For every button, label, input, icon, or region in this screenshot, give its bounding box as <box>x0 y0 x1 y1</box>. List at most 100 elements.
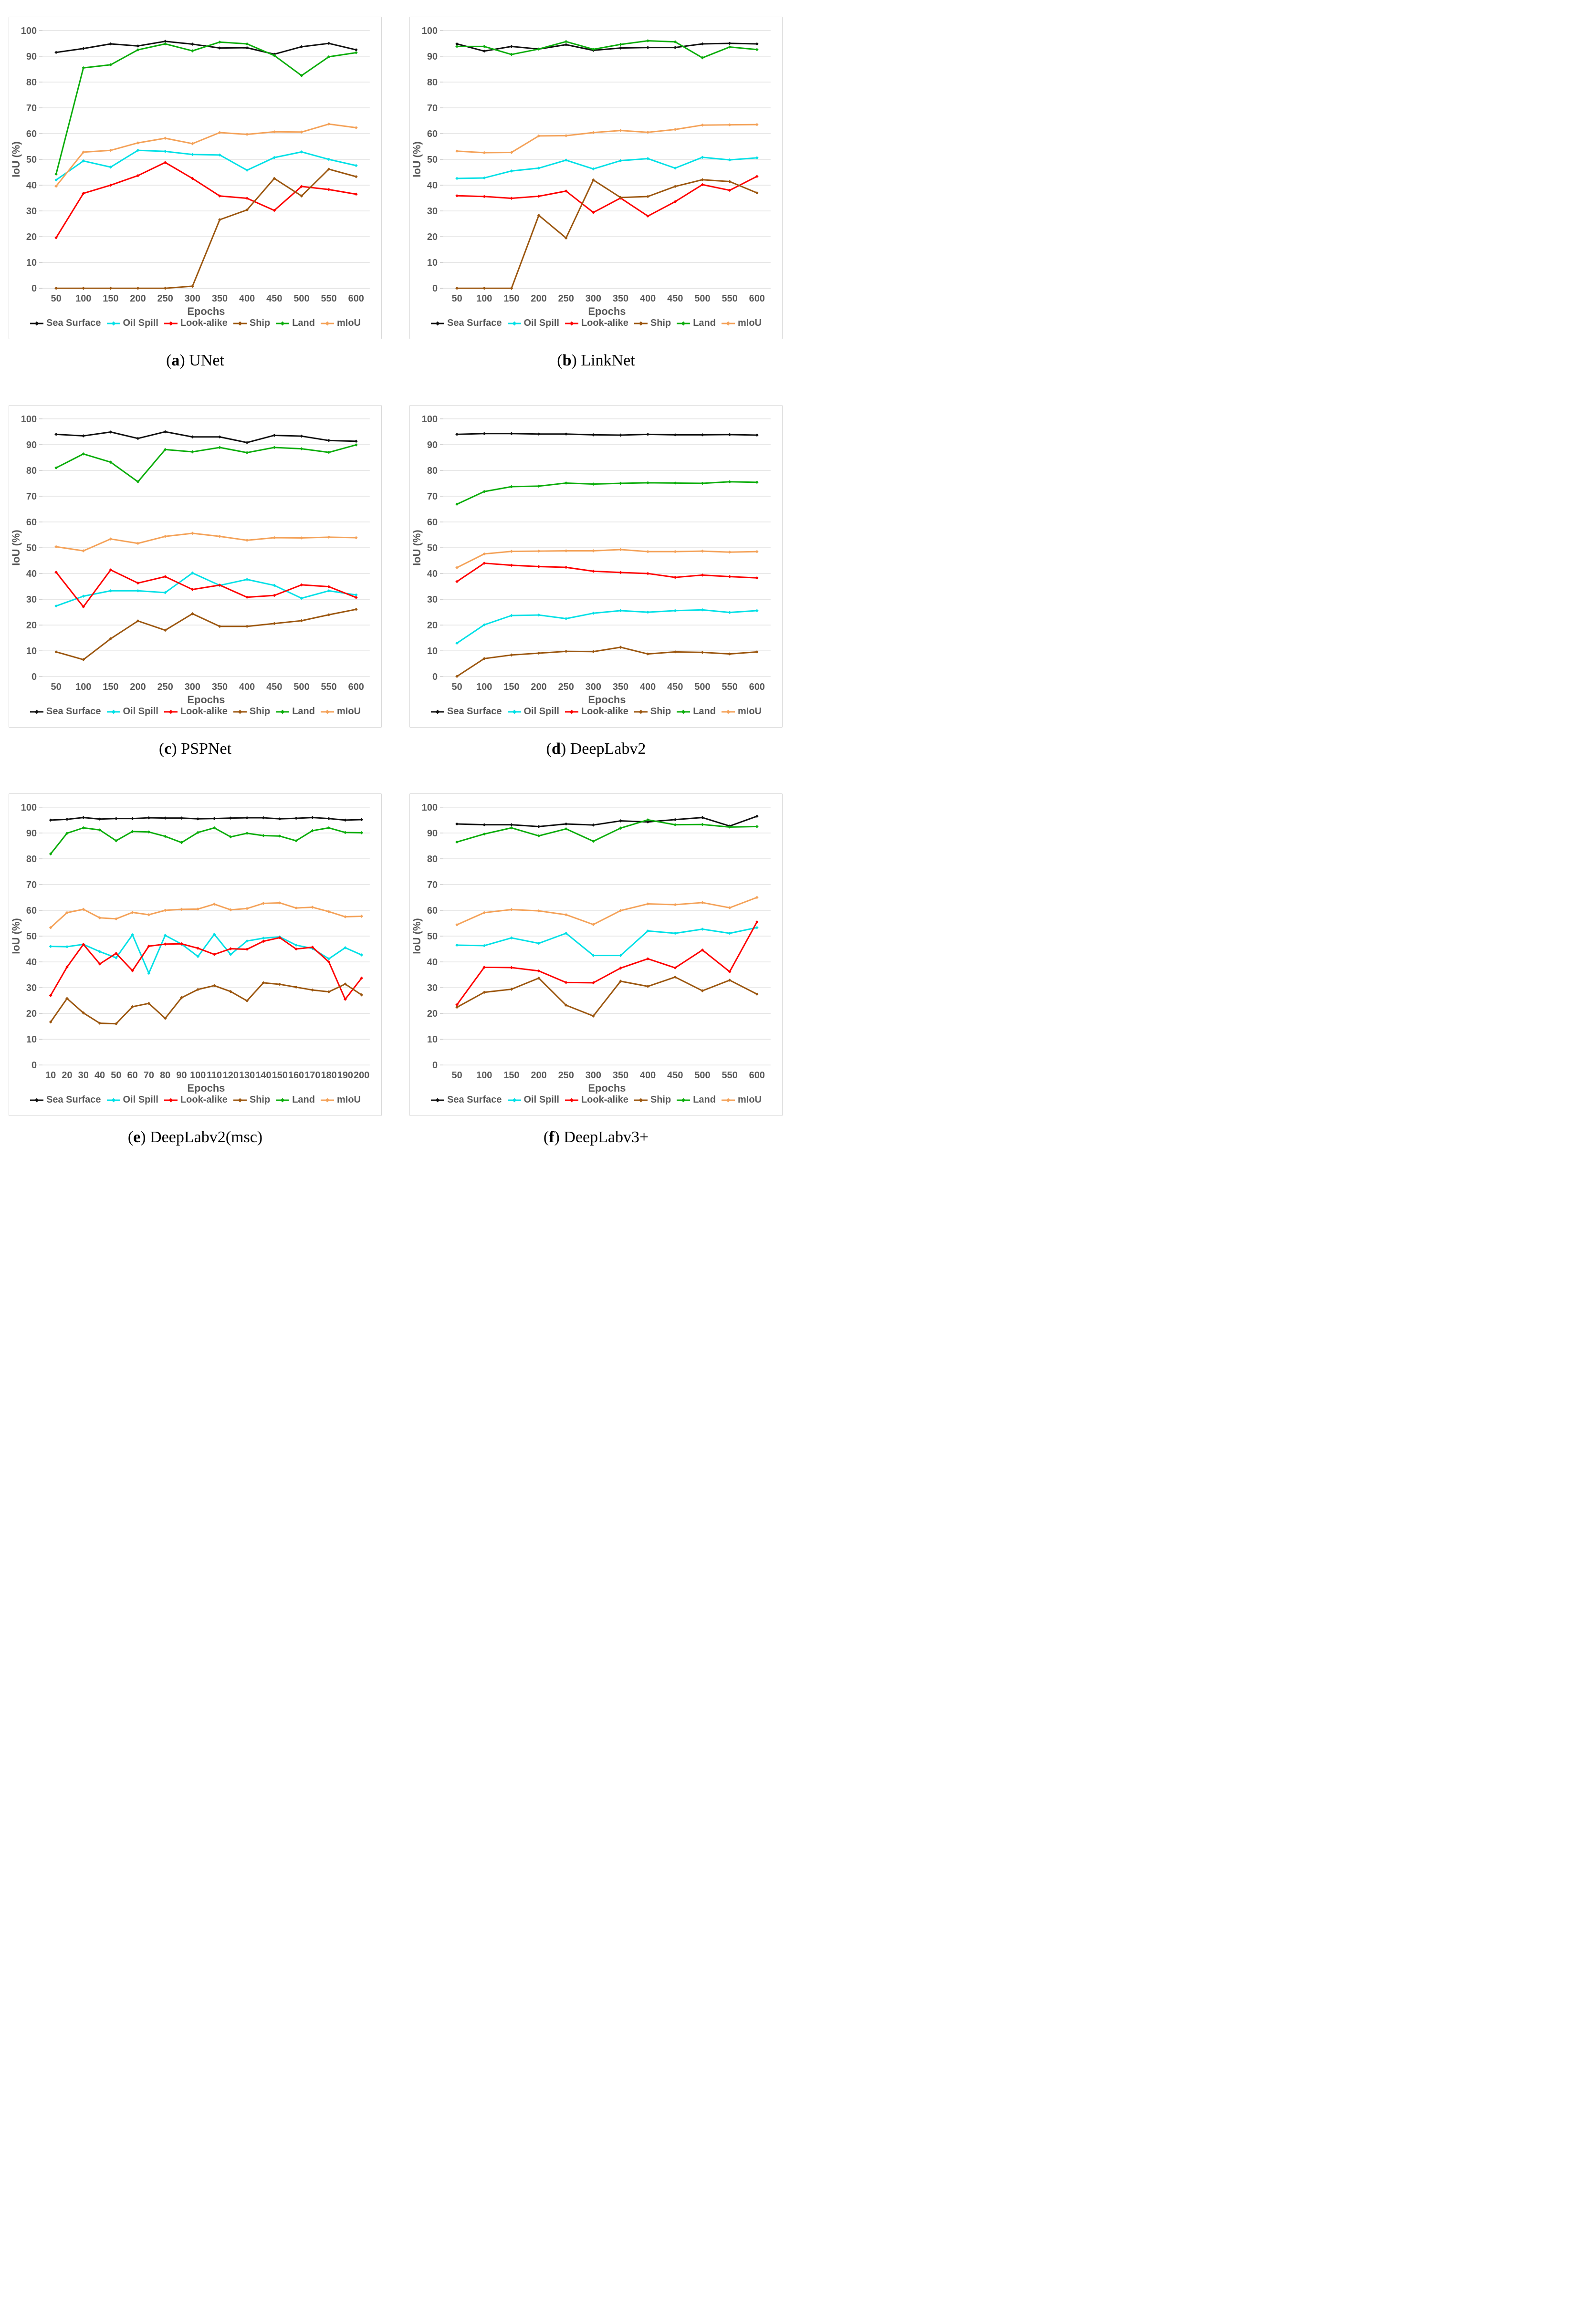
series-line-look-alike <box>50 937 363 1000</box>
data-point <box>229 990 232 993</box>
legend-marker-ship <box>634 709 648 714</box>
data-point <box>65 997 69 1000</box>
y-axis-title: IoU (%) <box>411 918 423 954</box>
data-point <box>354 443 358 447</box>
legend-marker-diamond <box>512 321 516 325</box>
data-point <box>673 200 677 204</box>
figure-f: 0 10 20 30 40 50 60 70 80 90 100 IoU (%) 50 100 150 200… <box>409 793 783 1178</box>
series-markers-look-alike <box>455 920 759 1007</box>
data-point <box>537 167 541 170</box>
data-point <box>212 817 216 821</box>
data-point <box>114 951 118 955</box>
data-point <box>147 944 151 948</box>
legend-marker-diamond <box>512 709 516 714</box>
series-line-sea-surface <box>50 817 363 821</box>
data-point <box>354 192 358 196</box>
series-line-look-alike <box>456 921 758 1006</box>
data-point <box>755 480 759 484</box>
x-tick-label-350: 350 <box>212 293 228 304</box>
data-point <box>163 816 167 820</box>
x-tick-label-150: 150 <box>103 293 118 304</box>
legend-label-sea-surface: Sea Surface <box>46 318 101 328</box>
y-tick-label-20: 20 <box>26 1009 37 1019</box>
legend-marker-oil-spill <box>507 321 521 325</box>
x-tick-label-600: 600 <box>348 682 364 692</box>
series-line-ship <box>50 982 363 1025</box>
legend-marker-land <box>677 1098 691 1102</box>
data-point <box>646 195 650 198</box>
data-point <box>564 432 568 436</box>
data-point <box>327 613 331 616</box>
data-point <box>278 817 282 821</box>
data-point <box>49 945 52 948</box>
legend-item-ship: Ship <box>233 706 270 717</box>
data-point <box>646 572 650 575</box>
data-point <box>455 194 459 198</box>
y-axis-title: IoU (%) <box>10 530 22 566</box>
legend-label-ship: Ship <box>249 1094 271 1105</box>
data-point <box>482 990 486 994</box>
data-point <box>278 834 282 838</box>
data-point <box>619 433 622 437</box>
data-point <box>619 481 622 485</box>
data-point <box>54 432 58 436</box>
legend-marker-diamond <box>435 321 440 325</box>
data-point <box>196 988 200 991</box>
x-tick-label-150: 150 <box>272 1070 288 1081</box>
data-point <box>701 823 704 826</box>
data-point <box>510 563 513 567</box>
series-line-miou <box>456 896 758 926</box>
legend-item-miou: mIoU <box>721 706 762 717</box>
figure-caption-b: (b) LinkNet <box>409 352 783 370</box>
data-point <box>262 834 265 837</box>
figure-e: 0 10 20 30 40 50 60 70 80 90 100 IoU (%) 10 20 30 40 50 6… <box>9 793 382 1178</box>
x-tick-label-90: 90 <box>176 1070 187 1081</box>
chart-svg-c: 0 10 20 30 40 50 60 70 80 90 100 IoU (%) 50 100 150 200… <box>10 414 370 705</box>
chart-panel-e: 0 10 20 30 40 50 60 70 80 90 100 IoU (%) 10 20 30 40 50 6… <box>9 793 382 1116</box>
legend-label-oil-spill: Oil Spill <box>123 318 158 328</box>
data-point <box>311 816 314 819</box>
data-point <box>646 432 650 436</box>
legend-item-ship: Ship <box>634 1094 671 1105</box>
data-point <box>109 286 113 290</box>
data-point <box>54 236 58 240</box>
x-tick-label-600: 600 <box>749 293 765 304</box>
legend-label-oil-spill: Oil Spill <box>523 1094 559 1105</box>
data-point <box>245 197 249 200</box>
data-point <box>360 818 364 822</box>
data-point <box>300 447 303 450</box>
y-tick-label-60: 60 <box>26 129 37 139</box>
legend-marker-diamond <box>726 1098 731 1102</box>
legend-item-ship: Ship <box>233 318 270 329</box>
legend-label-look-alike: Look-alike <box>180 318 228 328</box>
y-tick-label-100: 100 <box>422 26 438 36</box>
data-point <box>354 536 358 540</box>
legend-label-oil-spill: Oil Spill <box>123 1094 158 1105</box>
x-tick-label-250: 250 <box>558 1070 574 1081</box>
legend-marker-ship <box>233 709 247 714</box>
legend-marker-diamond <box>681 321 686 325</box>
data-point <box>619 819 622 823</box>
y-tick-label-70: 70 <box>427 103 438 114</box>
y-tick-label-0: 0 <box>432 283 438 294</box>
data-point <box>54 604 58 608</box>
data-point <box>272 536 276 540</box>
data-point <box>272 446 276 449</box>
legend-label-land: Land <box>693 318 716 328</box>
legend-label-oil-spill: Oil Spill <box>123 706 158 717</box>
x-tick-label-350: 350 <box>613 293 628 304</box>
series-markers-oil-spill <box>455 156 759 180</box>
y-tick-label-80: 80 <box>26 77 37 88</box>
data-point <box>619 646 622 649</box>
legend-item-oil-spill: Oil Spill <box>507 706 559 717</box>
data-point <box>591 210 595 214</box>
data-point <box>646 550 650 553</box>
data-point <box>327 167 331 171</box>
data-point <box>591 923 595 927</box>
x-tick-label-100: 100 <box>75 293 91 304</box>
legend-marker-oil-spill <box>507 1098 521 1102</box>
data-point <box>755 191 759 195</box>
data-point <box>564 40 568 43</box>
legend-marker-land <box>276 1098 290 1102</box>
data-point <box>510 169 513 173</box>
